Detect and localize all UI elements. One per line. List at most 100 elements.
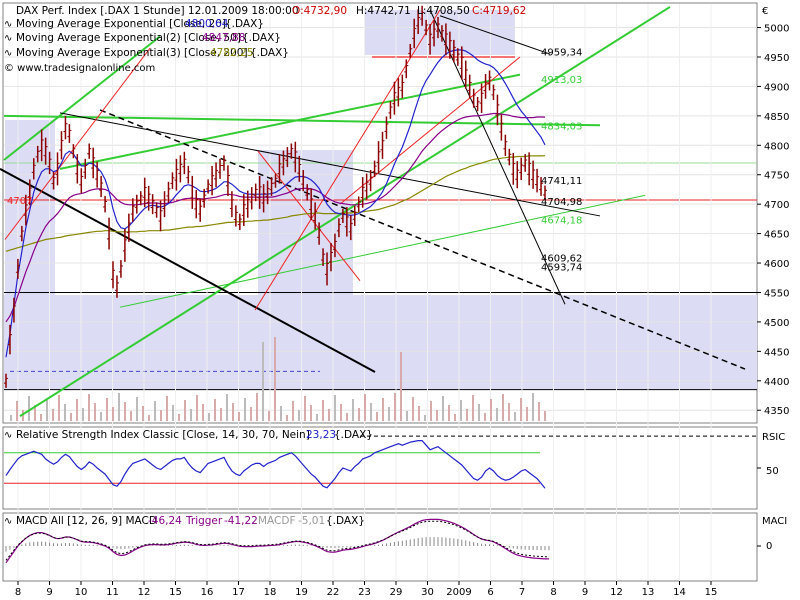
volume-bar bbox=[238, 412, 240, 421]
price-labels: 4959,34 4913,03 4834,03 4741,11 4704,98 4674,… bbox=[7, 47, 582, 273]
price-series bbox=[4, 5, 547, 388]
price-level-label: 4913,03 bbox=[541, 75, 582, 86]
ema50-value: 4847,88 bbox=[202, 32, 245, 44]
time-tick-label: 2009 bbox=[446, 587, 471, 598]
time-tick-label: 11 bbox=[106, 587, 119, 598]
rsi-value: 23,23 bbox=[306, 429, 336, 441]
volume-bar bbox=[184, 400, 186, 421]
support-band bbox=[4, 295, 757, 390]
price-tick-label: 4500 bbox=[764, 318, 789, 329]
volume-bar bbox=[328, 409, 330, 421]
volume-bar bbox=[82, 408, 84, 421]
macd-tick-0: 0 bbox=[766, 541, 772, 552]
price-tick-label: 4900 bbox=[764, 82, 789, 93]
price-axis: 4350 4400 4450 4500 4550 4600 4650 4700 4750 4800… bbox=[757, 24, 789, 417]
ema50-label: Moving Average Exponential(2) [Close, 50… bbox=[16, 32, 241, 44]
price-level-label: 4834,03 bbox=[541, 121, 582, 132]
volume-bar bbox=[400, 352, 402, 421]
volume-bar bbox=[178, 414, 180, 421]
price-tick-label: 5000 bbox=[764, 24, 789, 35]
volume-bar bbox=[286, 415, 288, 421]
black-short-line bbox=[439, 15, 551, 55]
macd-line bbox=[5, 518, 549, 564]
volume-bar bbox=[304, 396, 306, 421]
macd-suffix: {.DAX} bbox=[326, 515, 365, 527]
red-channel-cross bbox=[257, 150, 361, 282]
price-unit: € bbox=[762, 6, 768, 17]
volume-bar bbox=[388, 407, 390, 421]
volume-bar bbox=[10, 415, 12, 421]
price-level-label: 4707 bbox=[7, 196, 32, 207]
volume-bar bbox=[52, 409, 54, 421]
ema200-value: 4782,25 bbox=[210, 47, 253, 59]
volume-bar bbox=[352, 399, 354, 421]
volume-bar bbox=[514, 412, 516, 421]
price-tick-label: 4550 bbox=[764, 288, 789, 299]
volume-bar bbox=[124, 402, 126, 421]
time-tick-label: 19 bbox=[295, 587, 308, 598]
dashed-downtrend-line bbox=[99, 109, 746, 370]
trigger-value: -41,22 bbox=[224, 515, 258, 527]
ema200-suffix: {.DAX} bbox=[250, 47, 289, 59]
volume-bar bbox=[436, 410, 438, 421]
volume-bars bbox=[10, 337, 546, 421]
volume-bar bbox=[442, 396, 444, 421]
volume-bar bbox=[154, 401, 156, 421]
volume-bar bbox=[136, 397, 138, 421]
macdf-value: -5,01 bbox=[298, 515, 325, 527]
volume-bar bbox=[322, 400, 324, 421]
symbol-line: DAX Perf. Index [.DAX 1 Stunde] 12.01.20… bbox=[16, 5, 299, 17]
volume-bar bbox=[58, 395, 60, 421]
red-channel-left bbox=[4, 47, 151, 240]
ema20-line bbox=[5, 49, 546, 358]
volume-bar bbox=[292, 401, 294, 421]
volume-bar bbox=[262, 342, 264, 421]
macd-legend: ∿ MACD All [12, 26, 9] MACD -46,24 Trigg… bbox=[4, 515, 787, 552]
rsi-label: Relative Strength Index Classic [Close, … bbox=[16, 429, 310, 441]
volume-bar bbox=[340, 404, 342, 421]
green-rising-line bbox=[59, 73, 521, 170]
time-tick-label: 17 bbox=[232, 587, 245, 598]
time-tick-label: 14 bbox=[673, 587, 686, 598]
red-channel-upper bbox=[254, 9, 441, 311]
macd-icon: ∿ bbox=[4, 516, 12, 527]
time-tick-label: 15 bbox=[705, 587, 718, 598]
volume-bar bbox=[208, 413, 210, 421]
time-tick-label: 12 bbox=[610, 587, 623, 598]
ema20-icon: ∿ bbox=[4, 19, 12, 30]
volume-bar bbox=[94, 403, 96, 421]
time-tick-label: 9 bbox=[46, 587, 52, 598]
volume-bar bbox=[34, 405, 36, 421]
price-grid bbox=[4, 27, 757, 411]
low-value: L:4708,50 bbox=[417, 5, 470, 17]
close-value: C:4719,62 bbox=[472, 5, 526, 17]
price-level-label: 4959,34 bbox=[541, 47, 582, 58]
volume-bar bbox=[526, 407, 528, 421]
volume-bar bbox=[448, 405, 450, 421]
black-downtrend-line bbox=[0, 167, 376, 373]
volume-bar bbox=[244, 398, 246, 421]
volume-bar bbox=[256, 393, 258, 421]
time-tick-label: 18 bbox=[264, 587, 277, 598]
green-uptrend-line bbox=[19, 6, 671, 417]
black-falling-line bbox=[59, 112, 601, 217]
volume-bar bbox=[466, 409, 468, 421]
volume-bar bbox=[394, 393, 396, 421]
price-level-label: 4674,18 bbox=[541, 215, 582, 226]
rsi-line bbox=[5, 440, 546, 489]
volume-bar bbox=[358, 408, 360, 421]
volume-bar bbox=[40, 414, 42, 421]
volume-bar bbox=[424, 415, 426, 421]
volume-bar bbox=[508, 403, 510, 421]
time-tick-label: 16 bbox=[201, 587, 214, 598]
green-trend-short bbox=[3, 35, 161, 161]
time-tick-label: 13 bbox=[642, 587, 655, 598]
volume-bar bbox=[190, 409, 192, 421]
black-steep-line bbox=[429, 9, 566, 305]
ema200-icon: ∿ bbox=[4, 48, 12, 59]
time-tick-label: 10 bbox=[75, 587, 88, 598]
high-value: H:4742,71 bbox=[356, 5, 411, 17]
volume-bar bbox=[274, 337, 276, 421]
chart-legend: DAX Perf. Index [.DAX 1 Stunde] 12.01.20… bbox=[4, 5, 768, 74]
